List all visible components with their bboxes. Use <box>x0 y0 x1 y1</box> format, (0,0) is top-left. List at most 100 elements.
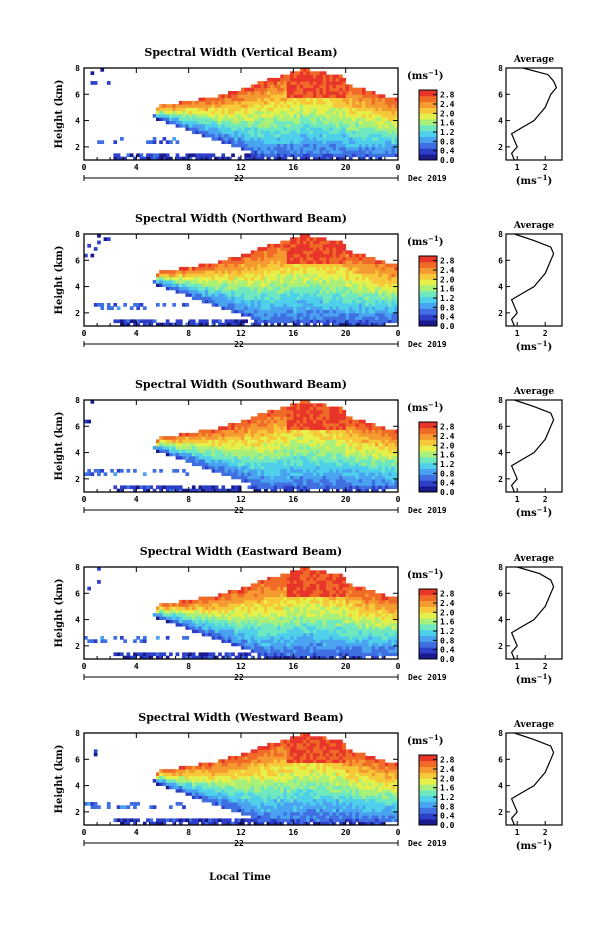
heatmap-cell <box>296 266 301 271</box>
heatmap-cell <box>329 280 333 284</box>
heatmap-cell <box>188 120 193 125</box>
colorbar-tick-label: 2.8 <box>440 423 455 432</box>
heatmap-cell <box>368 469 373 473</box>
heatmap-cell <box>267 446 271 450</box>
heatmap-cell <box>280 110 284 115</box>
x-tick-label: 12 <box>236 329 246 338</box>
heatmap-cell <box>362 446 366 450</box>
heatmap-cell <box>329 266 333 271</box>
heatmap-cell <box>250 283 255 287</box>
heatmap-cell <box>178 289 183 294</box>
heatmap-cell <box>277 260 281 264</box>
heatmap-cell <box>165 273 170 278</box>
heatmap-cell <box>159 273 163 278</box>
heatmap-cell <box>277 478 281 483</box>
heatmap-cell <box>345 289 350 294</box>
colorbar-tick-label: 0.4 <box>440 313 455 322</box>
heatmap-cell <box>316 416 320 421</box>
heatmap-cell <box>188 439 193 444</box>
heatmap-cell <box>277 110 281 115</box>
heatmap-cell <box>277 266 281 271</box>
heatmap-cell <box>286 280 291 284</box>
heatmap-cell <box>355 270 360 274</box>
heatmap-cell <box>201 273 206 278</box>
heatmap-cell <box>123 485 127 490</box>
heatmap-cell <box>188 432 193 437</box>
heatmap-cell <box>322 243 327 248</box>
heatmap-cell <box>306 455 311 460</box>
heatmap-cell <box>293 130 297 135</box>
heatmap-cell <box>365 146 369 151</box>
heatmap-cell <box>388 283 392 287</box>
heatmap-cell <box>322 123 327 128</box>
heatmap-cell <box>290 127 294 131</box>
heatmap-cell <box>326 436 330 440</box>
heatmap-cell <box>322 260 327 264</box>
heatmap-cell <box>306 273 311 278</box>
heatmap-cell <box>247 293 252 297</box>
heatmap-cell <box>267 84 271 89</box>
heatmap-cell <box>247 436 252 440</box>
heatmap-cell <box>172 613 176 617</box>
heatmap-cell <box>329 312 333 317</box>
heatmap-cell <box>358 140 363 144</box>
heatmap-cell <box>362 97 366 102</box>
heatmap-cell <box>355 485 360 490</box>
heatmap-cell <box>309 439 314 444</box>
heatmap-cell <box>299 429 304 434</box>
heatmap-cell <box>296 465 301 470</box>
heatmap-cell <box>267 309 271 314</box>
heatmap-cell <box>201 432 206 437</box>
heatmap-cell <box>254 107 258 112</box>
heatmap-cell <box>283 91 288 95</box>
heatmap-cell <box>218 110 222 115</box>
heatmap-cell <box>185 636 190 640</box>
heatmap-cell <box>394 475 399 480</box>
heatmap-cell <box>195 283 199 287</box>
heatmap-cell <box>254 87 258 92</box>
heatmap-cell <box>296 286 301 291</box>
heatmap-cell <box>352 299 356 304</box>
heatmap-cell <box>290 462 294 467</box>
heatmap-cell <box>205 123 209 128</box>
heatmap-cell <box>280 130 284 135</box>
heatmap-cell <box>178 104 183 108</box>
heatmap-cell <box>339 260 343 264</box>
heatmap-cell <box>221 107 226 112</box>
heatmap-cell <box>299 482 304 486</box>
heatmap-cell <box>198 485 203 490</box>
heatmap-cell <box>267 293 271 297</box>
heatmap-cell <box>339 296 343 301</box>
heatmap-cell <box>348 419 353 424</box>
heatmap-cell <box>188 322 193 327</box>
heatmap-cell <box>303 107 307 112</box>
heatmap-cell <box>388 140 392 144</box>
heatmap-cell <box>178 619 183 624</box>
heatmap-cell <box>290 403 294 407</box>
heatmap-cell <box>273 485 278 490</box>
heatmap-cell <box>201 429 206 434</box>
heatmap-cell <box>277 309 281 314</box>
heatmap-cell <box>277 286 281 291</box>
heatmap-cell <box>352 114 356 118</box>
heatmap-cell <box>185 599 190 604</box>
heatmap-cell <box>244 97 248 102</box>
heatmap-cell <box>358 462 363 467</box>
y-axis-label: Height (km) <box>54 412 65 481</box>
heatmap-cell <box>247 306 252 310</box>
heatmap-cell <box>244 276 248 281</box>
heatmap-cell <box>191 114 196 118</box>
heatmap-cell <box>339 283 343 287</box>
heatmap-cell <box>198 462 203 467</box>
heatmap-cell <box>234 130 239 135</box>
heatmap-cell <box>342 475 347 480</box>
heatmap-cell <box>263 120 268 125</box>
heatmap-cell <box>211 286 216 291</box>
heatmap-cell <box>254 133 258 138</box>
heatmap-cell <box>388 452 392 457</box>
heatmap-cell <box>257 309 262 314</box>
heatmap-cell <box>319 94 324 98</box>
heatmap-cell <box>296 426 301 430</box>
heatmap-cell <box>306 462 311 467</box>
heatmap-cell <box>156 485 160 490</box>
